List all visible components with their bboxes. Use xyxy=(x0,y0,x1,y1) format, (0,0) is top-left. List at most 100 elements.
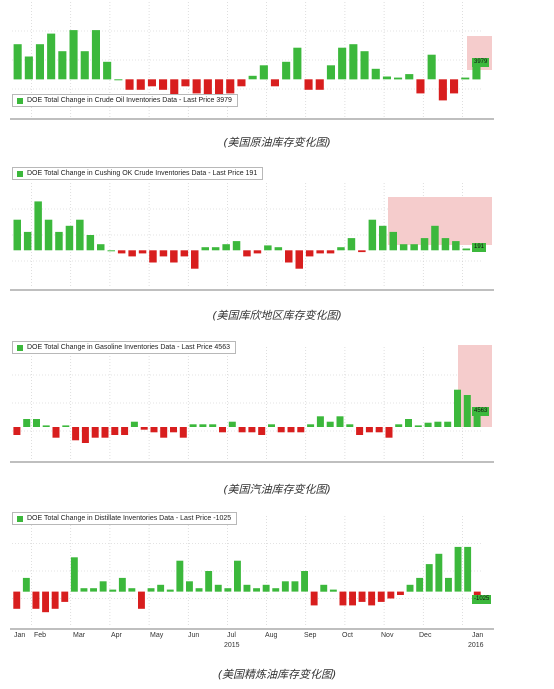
last-price-tag: 191 xyxy=(472,243,487,252)
bar xyxy=(329,589,337,592)
bar xyxy=(301,571,308,592)
bar xyxy=(253,250,262,254)
bar xyxy=(128,588,136,592)
bar xyxy=(140,427,148,430)
month-tick-label: Mar xyxy=(73,632,86,639)
bar xyxy=(379,225,387,251)
bar xyxy=(268,424,275,427)
bar xyxy=(371,68,380,80)
month-tick-label: Jan xyxy=(472,632,484,639)
bar xyxy=(195,588,203,592)
bar xyxy=(186,581,193,592)
gasoline-chart xyxy=(10,345,494,463)
bar xyxy=(395,424,403,427)
bar xyxy=(170,427,177,433)
bar xyxy=(238,427,246,433)
month-tick-label: Jan xyxy=(14,632,26,639)
bar xyxy=(399,244,408,251)
bar xyxy=(438,79,447,101)
bar xyxy=(339,591,347,606)
cushing-caption: (美国库欣地区库存变化图) xyxy=(212,309,342,322)
cushing-chart xyxy=(10,183,494,291)
bar xyxy=(214,584,222,592)
crude-oil-legend-text: DOE Total Change in Crude Oil Inventorie… xyxy=(27,97,232,104)
bar xyxy=(264,245,272,251)
bar xyxy=(224,588,232,592)
bar xyxy=(346,424,354,427)
bar xyxy=(80,588,88,592)
bar xyxy=(387,591,395,599)
bar xyxy=(97,244,105,251)
bar xyxy=(65,225,74,251)
bar xyxy=(444,421,452,427)
bar xyxy=(219,427,226,433)
bar xyxy=(128,250,136,257)
bar xyxy=(270,79,279,87)
distillate-panel: DOE Total Change in Distillate Inventori… xyxy=(10,508,494,630)
bar xyxy=(222,244,230,251)
bar xyxy=(405,74,414,80)
cushing-legend: DOE Total Change in Cushing OK Crude Inv… xyxy=(12,167,264,180)
bar xyxy=(159,250,168,257)
bar xyxy=(215,79,224,101)
month-tick-label: Dec xyxy=(419,632,432,639)
bar xyxy=(416,79,425,94)
bar xyxy=(394,77,403,80)
bar xyxy=(464,546,472,592)
bar xyxy=(336,416,344,427)
bar xyxy=(337,247,345,251)
bar xyxy=(22,577,30,592)
bar xyxy=(35,44,44,80)
bar xyxy=(81,427,89,443)
bar xyxy=(365,427,373,433)
bar xyxy=(192,79,201,94)
bar xyxy=(425,564,433,592)
bar xyxy=(377,591,385,602)
bar xyxy=(13,427,21,435)
bar xyxy=(248,75,257,80)
bar xyxy=(118,577,126,592)
bar xyxy=(13,44,22,80)
bar xyxy=(201,247,209,251)
bar xyxy=(23,231,32,251)
bar xyxy=(32,591,40,609)
bar xyxy=(86,235,95,251)
bar xyxy=(356,427,364,435)
bar xyxy=(316,416,324,427)
bar xyxy=(70,557,78,592)
month-tick-label: May xyxy=(150,632,164,639)
bar xyxy=(51,591,59,609)
bar xyxy=(368,591,376,606)
crude-oil-legend: DOE Total Change in Crude Oil Inventorie… xyxy=(12,94,238,107)
gasoline-legend-text: DOE Total Change in Gasoline Inventories… xyxy=(27,344,230,351)
bar xyxy=(272,588,280,592)
bar xyxy=(44,219,53,251)
bar xyxy=(111,427,119,435)
bar xyxy=(52,427,60,438)
bar xyxy=(166,589,174,592)
bar xyxy=(315,79,324,90)
bar xyxy=(454,546,462,592)
bar xyxy=(55,231,63,251)
bar xyxy=(414,425,422,427)
bar xyxy=(435,553,443,592)
bar xyxy=(310,591,318,606)
gasoline-legend: DOE Total Change in Gasoline Inventories… xyxy=(12,341,236,354)
month-tick-label: Apr xyxy=(111,632,122,639)
bar xyxy=(91,30,100,80)
bar xyxy=(287,427,295,433)
crude-oil-chart xyxy=(10,2,494,120)
bar xyxy=(385,427,393,438)
bar xyxy=(80,51,89,80)
bar xyxy=(203,79,212,97)
bar xyxy=(316,250,324,254)
legend-swatch xyxy=(17,97,23,104)
bar xyxy=(349,591,356,606)
bar xyxy=(434,421,442,427)
bar xyxy=(91,427,99,438)
legend-swatch xyxy=(17,170,23,177)
bar xyxy=(248,427,256,433)
bar xyxy=(360,51,369,80)
month-tick-label: Oct xyxy=(342,632,353,639)
bar xyxy=(293,47,302,80)
